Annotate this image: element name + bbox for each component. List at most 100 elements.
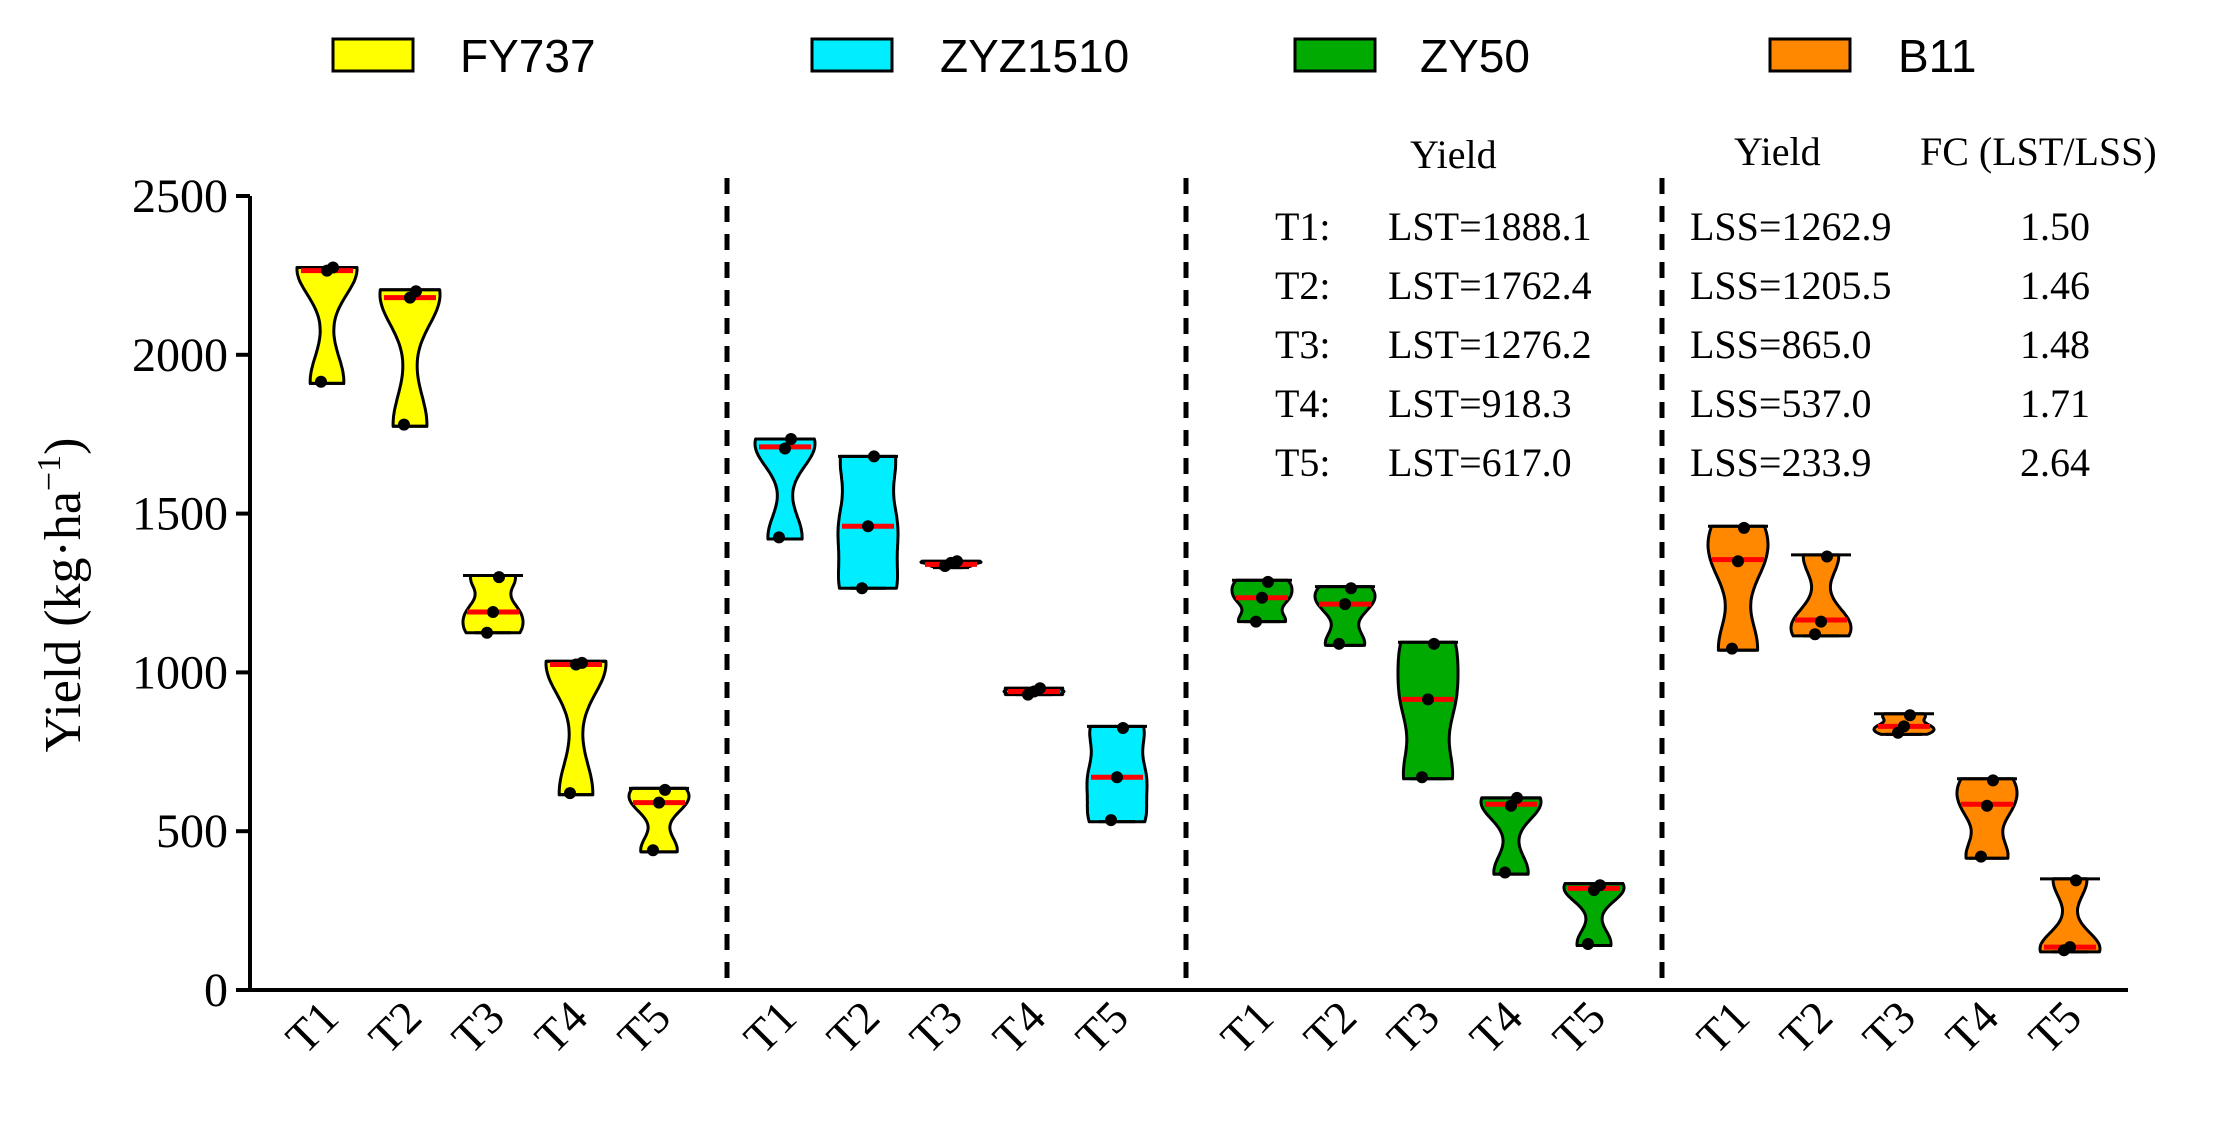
y-axis: 0 500 1000 1500 2000 2500 <box>132 170 250 1017</box>
point-zyz1510-t2-1 <box>856 582 868 595</box>
x-tick-label-zyz1510-t4: T4 <box>983 991 1055 1063</box>
legend-swatch-zyz1510 <box>810 37 894 73</box>
legend-entry-fy737: FY737 <box>331 30 596 82</box>
point-zyz1510-t1-1 <box>773 531 785 544</box>
point-b11-t2-1 <box>1809 628 1821 641</box>
legend-entry-zy50: ZY50 <box>1293 30 1530 82</box>
point-fy737-t5-1 <box>647 844 659 857</box>
row-t2-treatment: T2: <box>1275 263 1331 308</box>
point-zy50-t1-2 <box>1256 591 1268 604</box>
point-fy737-t5-3 <box>659 783 671 796</box>
point-zy50-t3-1 <box>1416 771 1428 784</box>
point-b11-t5-2 <box>2064 941 2076 954</box>
legend-swatch-zy50 <box>1293 37 1377 73</box>
row-t3-fc: 1.48 <box>2020 322 2090 367</box>
row-t3-treatment: T3: <box>1275 322 1331 367</box>
point-fy737-t5-2 <box>653 796 665 809</box>
point-zyz1510-t2-2 <box>862 520 874 533</box>
y-tick-label-2000: 2000 <box>132 329 228 382</box>
row-t1-lss: LSS=1262.9 <box>1690 204 1891 249</box>
row-t1-fc: 1.50 <box>2020 204 2090 249</box>
x-tick-label-b11-t5: T5 <box>2019 991 2091 1063</box>
point-b11-t1-3 <box>1738 521 1750 534</box>
point-fy737-t2-3 <box>410 285 422 298</box>
x-tick-label-zy50-t2: T2 <box>1294 991 1366 1063</box>
point-zy50-t2-2 <box>1339 598 1351 611</box>
point-fy737-t4-3 <box>576 656 588 669</box>
row-t4-fc: 1.71 <box>2020 381 2090 426</box>
x-tick-labels: T1 T2 T3 T4 T5 T1 T2 T3 T4 T5 T1 T2 T3 T4 T5 T1 T2 T3 T4 T5 <box>276 991 2091 1063</box>
row-t2-lss: LSS=1205.5 <box>1690 263 1891 308</box>
y-tick-label-2500: 2500 <box>132 170 228 223</box>
point-zyz1510-t5-3 <box>1117 721 1129 734</box>
point-fy737-t3-1 <box>481 626 493 639</box>
y-axis-label: Yield (kg·ha−1) <box>31 438 92 753</box>
header-lst-yield: Yield <box>1410 132 1497 177</box>
y-tick-label-1000: 1000 <box>132 646 228 699</box>
violins <box>295 261 2102 957</box>
point-zyz1510-t2-3 <box>868 450 880 463</box>
x-tick-label-fy737-t1: T1 <box>276 991 348 1063</box>
point-b11-t1-2 <box>1732 555 1744 568</box>
violin-fy737-t2 <box>378 288 442 428</box>
point-zyz1510-t1-2 <box>779 442 791 455</box>
violin-fy737-t1 <box>295 266 359 385</box>
violin-b11-t4 <box>1955 777 2019 860</box>
row-t4-lss: LSS=537.0 <box>1690 381 1871 426</box>
legend: FY737 ZYZ1510 ZY50 B11 <box>331 30 1976 82</box>
point-zyz1510-t5-2 <box>1111 771 1123 784</box>
point-zy50-t4-1 <box>1499 866 1511 879</box>
violin-fy737-t4 <box>544 659 608 797</box>
legend-label-fy737: FY737 <box>460 30 596 82</box>
x-tick-label-b11-t4: T4 <box>1936 991 2008 1063</box>
point-zy50-t1-3 <box>1262 575 1274 588</box>
point-b11-t3-3 <box>1904 709 1916 722</box>
legend-entry-b11: B11 <box>1768 30 1976 82</box>
violin-b11-t1 <box>1706 524 1770 652</box>
point-zyz1510-t3-3 <box>951 555 963 568</box>
point-zyz1510-t5-1 <box>1105 814 1117 827</box>
x-tick-label-zy50-t1: T1 <box>1211 991 1283 1063</box>
point-fy737-t1-3 <box>327 261 339 274</box>
x-tick-label-zyz1510-t3: T3 <box>900 991 972 1063</box>
x-tick-label-fy737-t4: T4 <box>525 991 597 1063</box>
y-tick-label-1500: 1500 <box>132 488 228 541</box>
point-b11-t2-3 <box>1821 550 1833 563</box>
point-b11-t3-2 <box>1898 720 1910 733</box>
point-fy737-t3-3 <box>493 571 505 584</box>
x-tick-label-zyz1510-t1: T1 <box>734 991 806 1063</box>
violin-b11-t5 <box>2038 877 2102 954</box>
point-fy737-t2-1 <box>398 418 410 431</box>
violin-fy737-t3 <box>461 574 525 635</box>
row-t4-treatment: T4: <box>1275 381 1331 426</box>
row-t5-lst: LST=617.0 <box>1388 440 1572 485</box>
point-b11-t4-1 <box>1975 850 1987 863</box>
x-tick-label-zyz1510-t5: T5 <box>1066 991 1138 1063</box>
point-zy50-t3-3 <box>1428 637 1440 650</box>
annotation-table: Yield Yield FC (LST/LSS) T1: LST=1888.1 … <box>1275 129 2157 485</box>
row-t1-treatment: T1: <box>1275 204 1331 249</box>
point-b11-t5-3 <box>2070 874 2082 887</box>
point-zy50-t1-1 <box>1250 615 1262 628</box>
x-tick-label-b11-t3: T3 <box>1853 991 1925 1063</box>
point-zy50-t2-1 <box>1333 637 1345 650</box>
x-tick-label-zy50-t4: T4 <box>1460 991 1532 1063</box>
x-tick-label-zyz1510-t2: T2 <box>817 991 889 1063</box>
point-b11-t1-1 <box>1726 642 1738 655</box>
row-t2-lst: LST=1762.4 <box>1388 263 1592 308</box>
y-tick-label-0: 0 <box>204 964 228 1017</box>
violin-zy50-t3 <box>1396 640 1460 781</box>
x-tick-label-b11-t2: T2 <box>1770 991 1842 1063</box>
header-lss-yield: Yield <box>1734 129 1821 174</box>
point-fy737-t4-1 <box>564 787 576 800</box>
legend-swatch-b11 <box>1768 37 1852 73</box>
point-b11-t2-2 <box>1815 615 1827 628</box>
legend-label-zyz1510: ZYZ1510 <box>940 30 1129 82</box>
row-t4-lst: LST=918.3 <box>1388 381 1572 426</box>
legend-swatch-fy737 <box>331 37 415 73</box>
point-b11-t4-3 <box>1987 774 1999 787</box>
y-tick-label-500: 500 <box>156 805 228 858</box>
row-t5-fc: 2.64 <box>2020 440 2090 485</box>
point-zyz1510-t1-3 <box>785 432 797 445</box>
